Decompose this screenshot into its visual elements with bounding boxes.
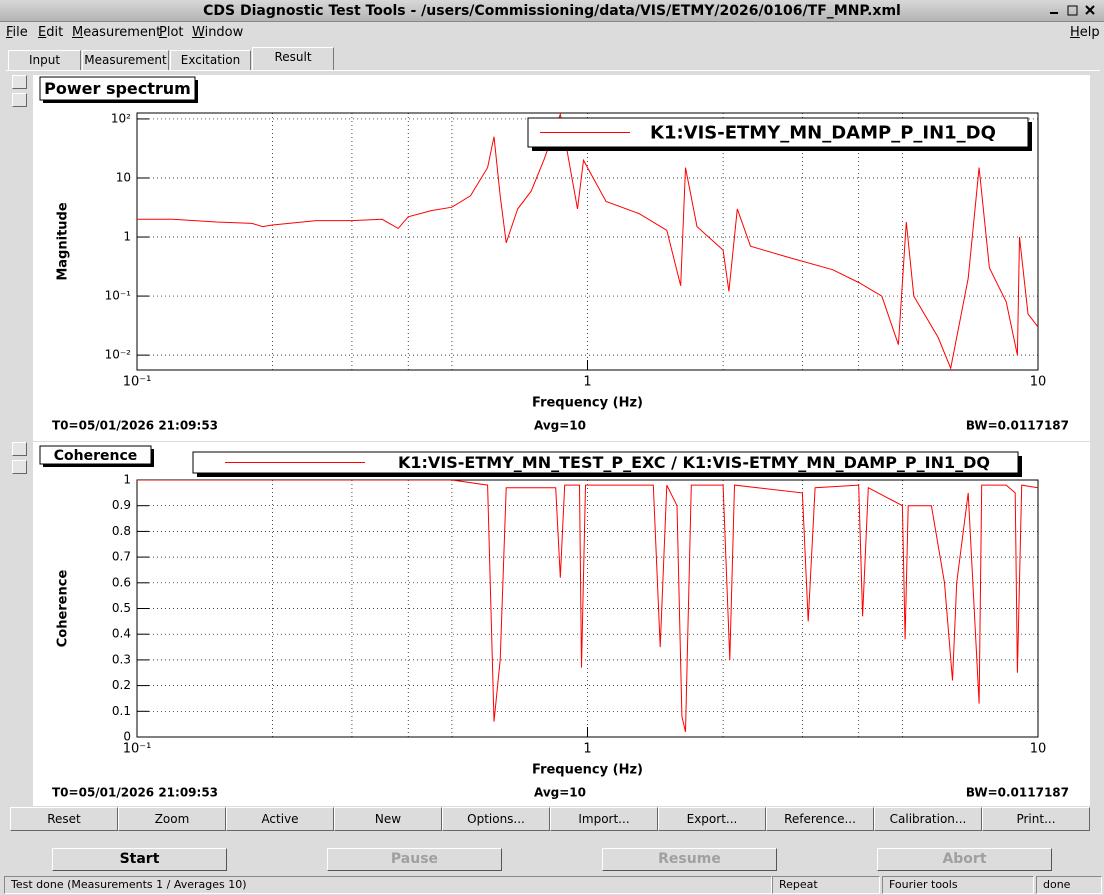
y-axis-label: Magnitude — [56, 202, 71, 281]
button[interactable]: Active — [226, 807, 334, 831]
maximize[interactable] — [1067, 5, 1078, 16]
arrow-button[interactable] — [12, 93, 27, 107]
tab-line — [6, 70, 1100, 71]
status-field: Repeat — [772, 876, 880, 894]
menu-item[interactable]: Help — [1070, 25, 1100, 40]
control-button[interactable]: Pause — [327, 848, 502, 871]
control-button[interactable]: Resume — [602, 848, 777, 871]
button-row: Reset Zoom Active New Options... Import... Exp… — [0, 807, 1104, 833]
y-tick-label: 0 — [123, 730, 131, 744]
arrow-button[interactable] — [12, 460, 27, 474]
menu-item[interactable]: Plot — [159, 25, 184, 40]
control-button[interactable]: Abort — [877, 848, 1052, 871]
tab[interactable]: Measurement — [82, 50, 169, 70]
chart-title: Coherence — [54, 448, 138, 464]
x-tick-label: 10 — [1030, 742, 1047, 757]
window-buttons[interactable] — [1046, 3, 1102, 19]
menu-item[interactable]: Edit — [38, 25, 64, 40]
legend-label: K1:VIS-ETMY_MN_DAMP_P_IN1_DQ — [650, 123, 996, 144]
button[interactable]: Zoom — [118, 807, 226, 831]
y-tick-label: 1 — [123, 473, 131, 487]
y-tick-label: 0.1 — [112, 704, 131, 718]
arrow-button[interactable] — [12, 75, 27, 89]
status-field: Fourier tools — [882, 876, 1034, 894]
menu-item[interactable]: Window — [192, 25, 244, 40]
y-tick-label: 10⁻¹ — [105, 289, 132, 303]
plot-frame — [136, 479, 1039, 738]
series-line — [137, 113, 1038, 370]
y-tick-label: 0.3 — [112, 652, 131, 666]
y-tick-label: 0.4 — [112, 627, 131, 641]
footer-avg: Avg=10 — [534, 419, 586, 433]
y-tick-label: 0.9 — [112, 498, 131, 512]
button[interactable]: Reset — [10, 807, 118, 831]
status-field: done — [1036, 876, 1102, 894]
footer-t0: T0=05/01/2026 21:09:53 — [52, 419, 218, 433]
button[interactable]: Print... — [982, 807, 1090, 831]
y-tick-label: 0.2 — [112, 678, 131, 692]
y-tick-label: 1 — [123, 230, 131, 244]
button[interactable]: Import... — [550, 807, 658, 831]
legend-label: K1:VIS-ETMY_MN_TEST_P_EXC / K1:VIS-ETMY_… — [398, 453, 990, 472]
tab[interactable]: Input — [8, 50, 81, 70]
footer-t0: T0=05/01/2026 21:09:53 — [52, 786, 218, 800]
close[interactable] — [1085, 5, 1095, 15]
button[interactable]: Export... — [658, 807, 766, 831]
x-tick-label: 1 — [583, 375, 591, 390]
tab[interactable]: Excitation — [170, 50, 251, 70]
control-button[interactable]: Start — [52, 848, 227, 871]
footer-bw: BW=0.0117187 — [966, 786, 1069, 800]
y-tick-label: 10² — [111, 111, 131, 125]
y-tick-label: 10⁻² — [105, 348, 132, 362]
x-tick-label: 10 — [1030, 375, 1047, 390]
button[interactable]: Calibration... — [874, 807, 982, 831]
button[interactable]: New — [334, 807, 442, 831]
status-field: Test done (Measurements 1 / Averages 10) — [4, 876, 772, 894]
window-title: CDS Diagnostic Test Tools - /users/Commi… — [0, 0, 1104, 22]
chart-panel: 10⁻¹ 1 10 10⁻² 10⁻¹ 1 10 10² K1:VIS-ETMY_MN_DAMP… — [33, 75, 1090, 441]
y-axis-label: Coherence — [56, 570, 71, 648]
x-tick-label: 1 — [583, 742, 591, 757]
chart-panel: 10⁻¹ 1 10 0 0.1 0.2 0.3 0.4 0.5 0.6 0.7 0.8 0.9 1 K1:V… — [33, 442, 1090, 806]
arrow-button[interactable] — [12, 442, 27, 456]
series-line — [137, 480, 1038, 733]
title-box — [39, 445, 152, 465]
x-tick-label: 10⁻¹ — [123, 742, 152, 757]
footer-avg: Avg=10 — [534, 786, 586, 800]
footer-bw: BW=0.0117187 — [966, 419, 1069, 433]
y-tick-label: 0.7 — [112, 550, 131, 564]
minimize[interactable] — [1050, 12, 1058, 14]
title-box — [39, 76, 196, 101]
button[interactable]: Reference... — [766, 807, 874, 831]
x-axis-label: Frequency (Hz) — [532, 396, 643, 411]
legend — [192, 451, 1019, 474]
y-tick-label: 0.5 — [112, 601, 131, 615]
menu-item[interactable]: File — [6, 25, 28, 40]
tab[interactable]: Result — [252, 47, 334, 71]
y-tick-label: 0.8 — [112, 524, 131, 538]
button[interactable]: Options... — [442, 807, 550, 831]
y-tick-label: 10 — [116, 170, 131, 184]
y-tick-label: 0.6 — [112, 575, 131, 589]
menu-item[interactable]: Measurement — [72, 25, 162, 40]
chart-title: Power spectrum — [44, 79, 191, 98]
x-axis-label: Frequency (Hz) — [532, 763, 643, 778]
x-tick-label: 10⁻¹ — [123, 375, 152, 390]
plot-frame — [136, 112, 1039, 371]
